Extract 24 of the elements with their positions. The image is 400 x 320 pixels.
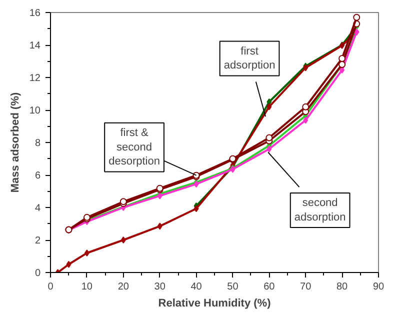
x-tick-label: 40 (190, 282, 202, 292)
annotation: first adsorption (224, 45, 276, 72)
y-tick-label: 2 (34, 236, 41, 246)
y-tick-label: 4 (34, 203, 41, 214)
y-tick-label: 14 (29, 40, 41, 52)
x-tick-label: 10 (81, 282, 93, 292)
x-axis-title: Relative Humidity (%) (158, 298, 272, 310)
y-tick-label: 16 (29, 8, 41, 19)
y-tick-label: 10 (29, 106, 41, 116)
x-tick-label: 60 (264, 282, 276, 292)
x-tick-label: 90 (372, 282, 384, 292)
x-tick-label: 0 (48, 282, 54, 292)
y-axis-title: Mass adsorbed (%) (9, 92, 22, 193)
y-tick-label: 0 (34, 268, 41, 279)
annotation: first & second desorption (108, 126, 160, 168)
y-tick-label: 6 (34, 170, 41, 182)
x-tick-label: 50 (227, 282, 239, 292)
x-tick-label: 70 (300, 282, 312, 292)
x-tick-label: 30 (154, 282, 166, 292)
x-tick-label: 80 (336, 282, 348, 292)
y-tick-label: 8 (34, 138, 41, 149)
y-tick-label: 12 (29, 73, 41, 84)
annotation: second adsorption (294, 197, 346, 224)
x-tick-label: 20 (118, 282, 130, 292)
